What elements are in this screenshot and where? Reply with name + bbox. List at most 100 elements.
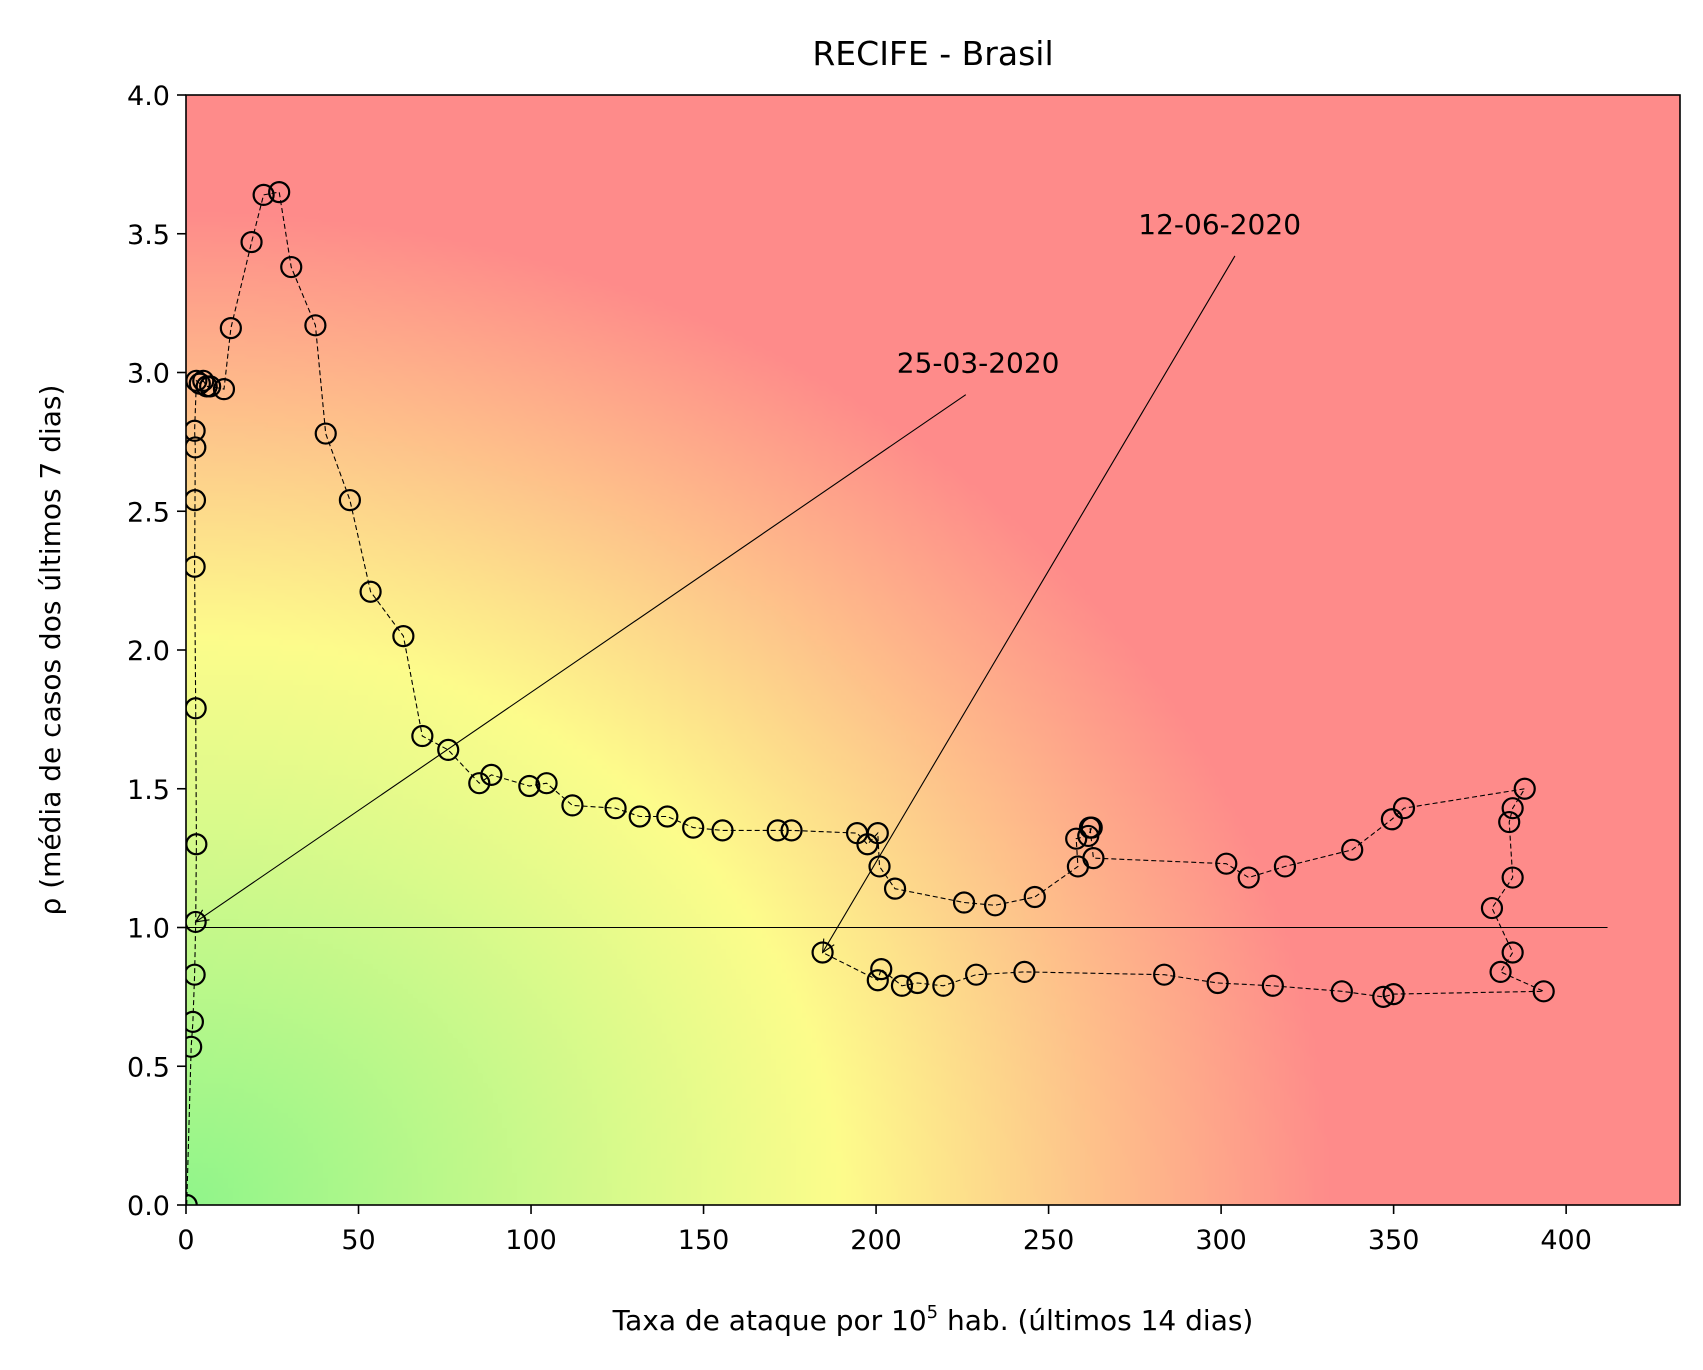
- data-point: [1341, 838, 1364, 861]
- data-point: [1273, 855, 1297, 878]
- y-tick-label: 1.5: [127, 775, 170, 806]
- data-point: [186, 1035, 203, 1058]
- data-point: [392, 625, 415, 648]
- data-point: [240, 230, 263, 254]
- data-point: [1392, 797, 1416, 820]
- data-point: [186, 419, 206, 442]
- annotation-label-1: 12-06-2020: [1138, 208, 1301, 241]
- data-point: [965, 963, 988, 986]
- annotation-arrow-0: [195, 394, 967, 923]
- data-point: [883, 877, 907, 900]
- data-point: [711, 819, 734, 842]
- x-tick-label: 150: [678, 1225, 730, 1256]
- data-point: [437, 738, 460, 762]
- x-axis-label-sup: 5: [927, 1302, 938, 1323]
- data-point: [868, 855, 891, 878]
- data-point: [780, 819, 803, 842]
- x-axis-label: Taxa de ataque por 105 hab. (últimos 14 …: [612, 1302, 1254, 1337]
- data-point: [268, 181, 291, 204]
- data-point: [811, 941, 834, 964]
- y-tick-label: 1.0: [127, 914, 170, 945]
- chart-title: RECIFE - Brasil: [812, 34, 1053, 73]
- data-point: [1330, 980, 1353, 1003]
- data-point: [1489, 960, 1512, 984]
- x-tick-label: 200: [850, 1225, 902, 1256]
- x-tick-label: 350: [1368, 1225, 1420, 1256]
- data-point: [280, 255, 303, 279]
- data-point: [468, 772, 491, 795]
- data-point: [186, 1010, 204, 1033]
- x-axis-ticks: 0 50 100 150 200 250 300 350 400: [177, 1205, 1592, 1256]
- y-tick-label: 0.5: [127, 1052, 170, 1083]
- series-line: [186, 191, 1544, 1205]
- data-point: [870, 958, 893, 981]
- data-point: [480, 763, 503, 786]
- data-point: [1065, 827, 1088, 850]
- data-point: [219, 317, 242, 340]
- x-tick-label: 100: [505, 1225, 557, 1256]
- risk-background: [186, 95, 1680, 1205]
- y-axis-ticks: 0.0 0.5 1.0 1.5 2.0 2.5 3.0 3.5 4.0: [127, 81, 186, 1222]
- data-point: [304, 314, 327, 337]
- data-point: [186, 697, 207, 720]
- y-tick-label: 2.5: [127, 497, 170, 528]
- data-point: [1082, 847, 1105, 870]
- x-tick-label: 250: [1023, 1225, 1075, 1256]
- x-axis-label-main: Taxa de ataque por 10: [612, 1304, 927, 1337]
- data-point: [338, 489, 361, 512]
- data-point: [1078, 816, 1102, 839]
- data-point: [314, 422, 337, 445]
- data-point: [1501, 797, 1524, 820]
- annotation-label-0: 25-03-2020: [897, 347, 1060, 380]
- data-point: [186, 489, 207, 512]
- x-tick-label: 300: [1195, 1225, 1247, 1256]
- data-point: [561, 794, 584, 817]
- data-point: [186, 555, 206, 578]
- data-point: [199, 375, 222, 398]
- data-point: [1501, 941, 1524, 964]
- data-point: [1261, 974, 1284, 997]
- x-axis-label-rest: hab. (últimos 14 dias): [938, 1304, 1253, 1337]
- data-point: [1501, 866, 1524, 889]
- annotation-labels: 25-03-2020 12-06-2020: [897, 208, 1301, 380]
- data-point: [766, 819, 789, 842]
- data-point: [1153, 963, 1176, 986]
- data-point: [1215, 852, 1238, 875]
- data-point: [952, 891, 976, 914]
- y-tick-label: 2.0: [127, 636, 170, 667]
- data-point: [604, 797, 627, 820]
- data-point: [1206, 971, 1229, 995]
- data-point: [906, 971, 929, 995]
- data-point: [359, 580, 382, 603]
- data-point: [866, 822, 889, 845]
- data-point: [890, 974, 914, 997]
- data-point: [866, 969, 889, 992]
- data-point: [1480, 896, 1504, 920]
- data-point: [1237, 866, 1260, 889]
- data-point: [411, 724, 434, 748]
- data-point: [984, 894, 1007, 917]
- series-layer: [186, 181, 1555, 1205]
- data-point: [186, 963, 206, 986]
- y-tick-label: 3.5: [127, 220, 170, 251]
- data-point: [1532, 980, 1555, 1003]
- data-point: [518, 774, 541, 798]
- data-point: [1513, 777, 1536, 800]
- data-point: [212, 378, 236, 401]
- x-tick-label: 400: [1540, 1225, 1592, 1256]
- data-point: [186, 436, 207, 459]
- y-axis-label: ρ (média de casos dos últimos 7 dias): [34, 385, 67, 916]
- x-tick-label: 50: [341, 1225, 375, 1256]
- y-tick-label: 4.0: [127, 81, 170, 112]
- annotation-arrow-1: [822, 255, 1236, 953]
- data-point: [1498, 810, 1521, 834]
- data-point: [656, 805, 679, 828]
- data-point: [192, 369, 215, 392]
- data-point: [1013, 960, 1036, 984]
- data-point: [1380, 808, 1403, 831]
- y-tick-label: 3.0: [127, 359, 170, 390]
- data-point: [1372, 985, 1395, 1008]
- data-point: [535, 772, 558, 795]
- data-point: [628, 805, 651, 828]
